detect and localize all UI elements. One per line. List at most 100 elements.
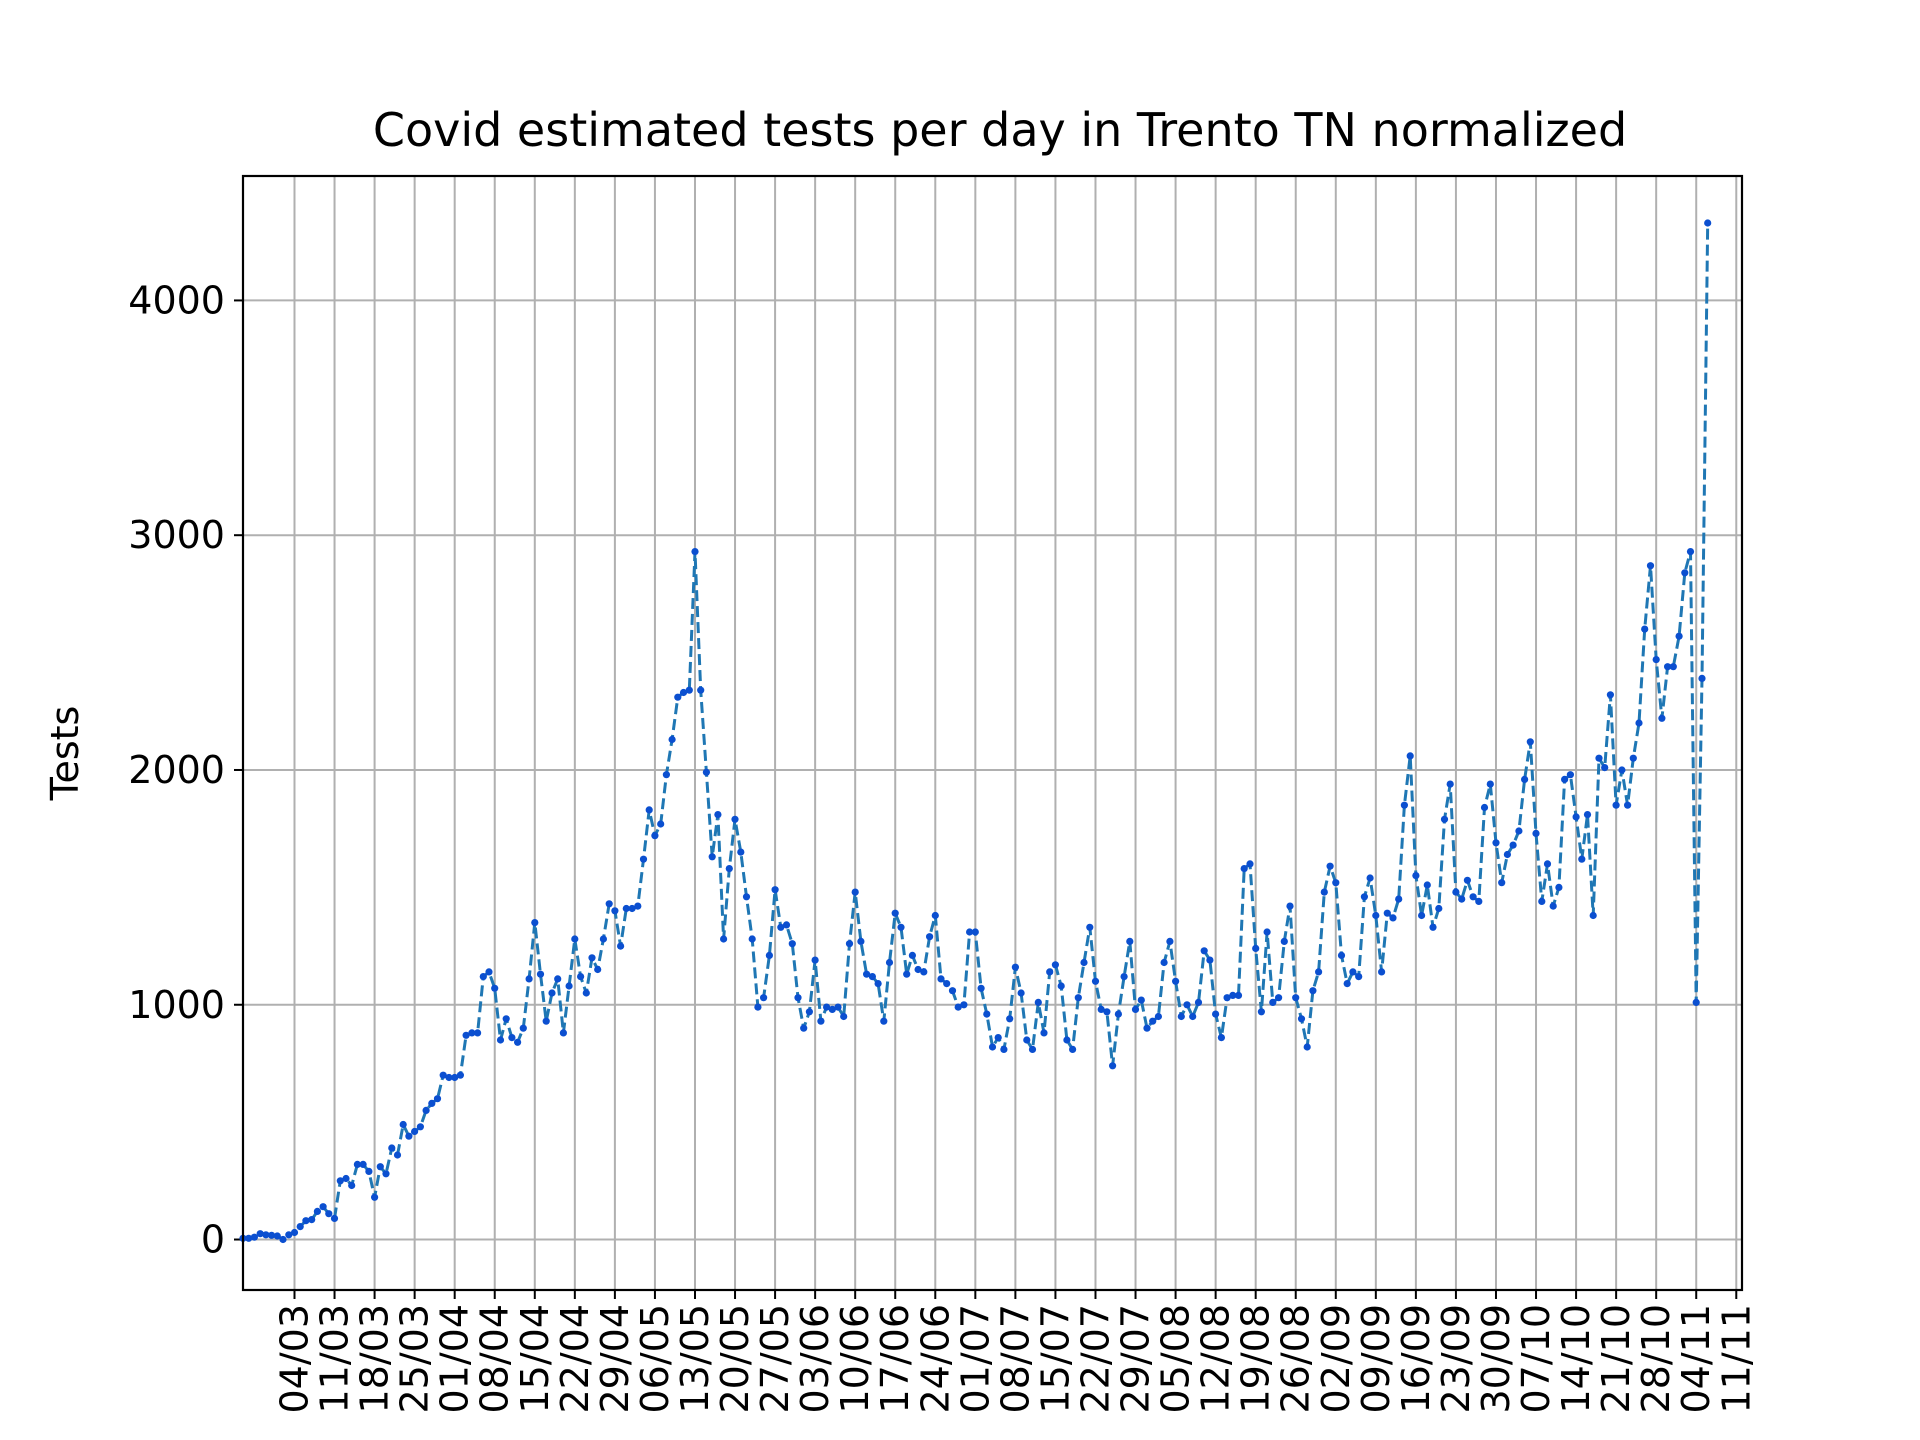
data-point bbox=[1160, 958, 1168, 967]
x-tick-label: 14/10 bbox=[1554, 1304, 1598, 1414]
data-point bbox=[433, 1095, 442, 1103]
data-point bbox=[1635, 719, 1643, 727]
data-point bbox=[1206, 956, 1214, 964]
data-point bbox=[1109, 1062, 1117, 1070]
data-point bbox=[1698, 674, 1706, 683]
data-point bbox=[571, 935, 579, 943]
data-point bbox=[1034, 998, 1042, 1007]
data-point bbox=[1011, 963, 1020, 971]
data-point bbox=[914, 965, 922, 974]
data-point bbox=[1400, 801, 1408, 809]
data-point bbox=[1429, 923, 1437, 931]
y-tick-label: 0 bbox=[201, 1218, 225, 1262]
y-axis-ticks: 0 1000 2000 3000 4000 bbox=[128, 278, 243, 1262]
data-point bbox=[782, 921, 791, 929]
data-point bbox=[353, 1160, 361, 1168]
data-point bbox=[462, 1031, 470, 1039]
data-point bbox=[1624, 801, 1632, 809]
x-tick-label: 11/11 bbox=[1714, 1304, 1758, 1414]
data-point bbox=[308, 1216, 316, 1224]
data-point bbox=[628, 904, 636, 913]
x-tick-label: 25/03 bbox=[393, 1304, 437, 1414]
data-point bbox=[1240, 865, 1248, 873]
data-point bbox=[1028, 1045, 1037, 1053]
data-point bbox=[1498, 879, 1506, 887]
data-point bbox=[245, 1234, 253, 1242]
data-point bbox=[742, 893, 751, 901]
data-point bbox=[445, 1073, 453, 1082]
data-point bbox=[1446, 780, 1454, 788]
x-tick-label: 21/10 bbox=[1594, 1304, 1638, 1414]
data-point bbox=[371, 1193, 379, 1201]
x-tick-label: 24/06 bbox=[913, 1304, 957, 1414]
x-tick-label: 06/05 bbox=[633, 1304, 677, 1414]
x-tick-label: 20/05 bbox=[713, 1304, 757, 1414]
data-point bbox=[1063, 1036, 1071, 1044]
data-point bbox=[1120, 973, 1128, 981]
data-series bbox=[239, 219, 1712, 1244]
data-point bbox=[1423, 881, 1431, 889]
data-point bbox=[1229, 991, 1237, 1000]
data-point bbox=[348, 1181, 356, 1190]
x-tick-label: 27/05 bbox=[753, 1304, 797, 1414]
x-tick-label: 04/03 bbox=[272, 1304, 316, 1414]
data-point bbox=[788, 940, 796, 948]
data-point bbox=[897, 923, 905, 931]
data-point bbox=[1131, 1005, 1140, 1014]
data-point bbox=[1572, 813, 1580, 821]
data-point bbox=[1458, 895, 1466, 903]
data-point bbox=[1418, 911, 1426, 920]
data-point bbox=[256, 1230, 264, 1238]
data-point bbox=[1383, 909, 1391, 917]
data-point bbox=[1406, 752, 1414, 760]
data-point bbox=[731, 815, 739, 823]
data-point bbox=[388, 1144, 396, 1152]
data-point bbox=[1555, 883, 1563, 892]
data-point bbox=[1263, 928, 1271, 936]
data-point bbox=[1097, 1005, 1105, 1014]
data-point bbox=[376, 1163, 384, 1171]
data-point bbox=[451, 1073, 459, 1082]
data-point bbox=[1006, 1015, 1014, 1023]
data-point bbox=[920, 968, 928, 976]
data-point bbox=[1595, 754, 1603, 762]
data-point bbox=[1091, 977, 1100, 985]
data-point bbox=[611, 907, 619, 915]
data-point bbox=[525, 975, 533, 983]
data-point bbox=[382, 1170, 390, 1178]
x-tick-label: 12/08 bbox=[1194, 1304, 1238, 1414]
data-point bbox=[1583, 811, 1592, 819]
data-point bbox=[1143, 1024, 1151, 1032]
data-point bbox=[1561, 775, 1569, 784]
data-point bbox=[765, 951, 774, 960]
x-tick-label: 02/09 bbox=[1314, 1304, 1358, 1414]
x-tick-label: 28/10 bbox=[1634, 1304, 1678, 1414]
data-point bbox=[1509, 841, 1517, 849]
data-point bbox=[479, 973, 487, 981]
data-point bbox=[1389, 914, 1397, 922]
data-point bbox=[845, 940, 854, 948]
data-point bbox=[491, 984, 499, 992]
data-point bbox=[330, 1214, 339, 1222]
data-point bbox=[1183, 1001, 1191, 1009]
data-point bbox=[891, 909, 899, 917]
data-point bbox=[279, 1235, 287, 1244]
data-point bbox=[1360, 893, 1368, 901]
data-point bbox=[840, 1012, 848, 1021]
data-point bbox=[536, 970, 545, 978]
data-point bbox=[1269, 998, 1277, 1007]
data-point bbox=[1177, 1012, 1185, 1021]
data-point bbox=[405, 1132, 413, 1140]
y-axis-label: Tests bbox=[43, 706, 87, 802]
data-point bbox=[811, 956, 819, 964]
data-point bbox=[554, 975, 562, 983]
data-point bbox=[296, 1223, 304, 1231]
data-point bbox=[948, 987, 957, 995]
data-point bbox=[851, 888, 859, 896]
data-point bbox=[702, 768, 711, 776]
data-point bbox=[1086, 923, 1094, 931]
data-point bbox=[1463, 876, 1471, 884]
data-point bbox=[1704, 219, 1712, 227]
data-point bbox=[1538, 897, 1546, 906]
